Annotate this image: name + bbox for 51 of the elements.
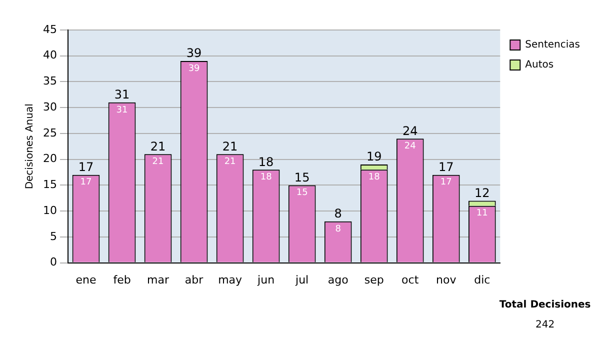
- x-tick-label: mar: [147, 273, 170, 286]
- total-label: 19: [366, 150, 382, 164]
- data-label: 24: [404, 141, 416, 152]
- data-label: 39: [188, 64, 200, 74]
- data-label: 31: [116, 105, 128, 116]
- total-label: 17: [78, 160, 94, 174]
- text: Total Decisiones: [499, 300, 591, 311]
- data-label: 17: [440, 178, 452, 188]
- total-label: 31: [114, 88, 130, 102]
- total-label: 18: [258, 154, 274, 169]
- text: 242: [536, 320, 555, 331]
- y-tick-label: 0: [50, 256, 57, 269]
- x-tick-label: abr: [184, 273, 204, 286]
- total-label: 39: [186, 46, 202, 60]
- data-label: 18: [260, 172, 272, 183]
- x-tick-label: dic: [474, 273, 490, 286]
- data-label: 21: [224, 157, 236, 168]
- total-label: 8: [334, 206, 342, 221]
- y-tick-label: 15: [42, 178, 57, 192]
- x-tick-label: nov: [436, 273, 457, 286]
- data-label: 18: [368, 172, 380, 183]
- data-label: 21: [152, 157, 164, 168]
- total-label: 21: [222, 139, 238, 154]
- x-tick-label: feb: [113, 273, 131, 286]
- x-tick-label: ene: [76, 273, 96, 286]
- total-label: 21: [150, 139, 166, 154]
- y-tick-label: 5: [50, 230, 57, 243]
- y-tick-label: 25: [42, 126, 57, 140]
- x-tick-label: jun: [256, 273, 275, 286]
- total-label: 24: [402, 124, 418, 138]
- y-tick-label: 10: [42, 204, 57, 217]
- x-tick-label: may: [218, 273, 243, 286]
- y-axis-title: Decisiones Anual: [24, 104, 36, 190]
- x-tick-label: sep: [364, 273, 384, 286]
- y-tick-label: 30: [42, 100, 57, 114]
- total-label: 15: [294, 170, 310, 184]
- y-tick-label: 20: [42, 152, 57, 166]
- x-tick-label: ago: [328, 273, 349, 286]
- data-label: 8: [335, 224, 342, 234]
- data-label: 17: [80, 178, 92, 188]
- data-label: 15: [296, 188, 308, 198]
- total-label: 17: [438, 160, 454, 174]
- legend-label: Autos: [525, 60, 554, 71]
- legend-label: Sentencias: [525, 40, 580, 51]
- y-tick-label: 45: [42, 22, 57, 36]
- x-tick-label: jul: [294, 273, 309, 286]
- data-label: 11: [476, 208, 488, 219]
- y-tick-label: 40: [42, 48, 57, 62]
- y-tick-label: 35: [42, 74, 57, 88]
- x-tick-label: oct: [402, 273, 420, 286]
- total-label: 12: [474, 186, 490, 200]
